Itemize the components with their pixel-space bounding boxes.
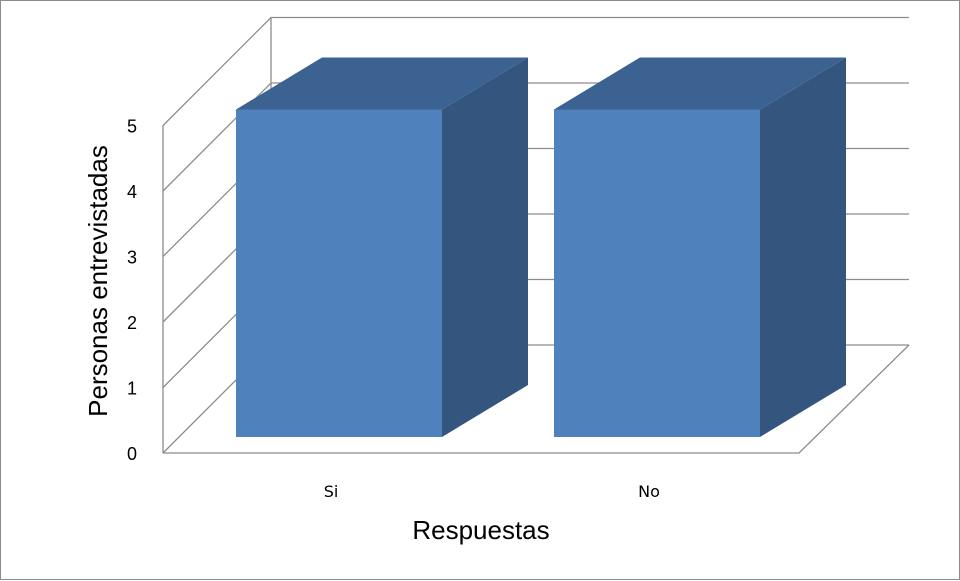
y-tick-label: 1 — [127, 379, 137, 399]
category-layer: Si No — [324, 482, 660, 501]
y-tick-label: 0 — [127, 444, 137, 464]
grid-layer — [162, 16, 910, 454]
floor-edge — [163, 344, 910, 454]
bar-top — [236, 57, 528, 110]
bar-front — [554, 109, 760, 437]
y-tick-label: 2 — [127, 313, 137, 333]
x-tick-label: Si — [324, 482, 339, 501]
tick-layer: 0 1 2 3 4 5 — [127, 117, 137, 465]
bar-top — [554, 57, 846, 110]
bar — [236, 57, 528, 437]
bar-front — [236, 109, 442, 437]
y-tick-label: 3 — [127, 248, 137, 268]
y-axis-title: Personas entrevistadas — [83, 145, 113, 417]
y-tick-label: 5 — [127, 117, 137, 137]
x-tick-label: No — [638, 482, 660, 501]
bar-layer — [236, 57, 846, 437]
x-axis-title: Respuestas — [412, 515, 549, 545]
bar-side — [760, 57, 846, 437]
y-tick-label: 4 — [127, 182, 137, 202]
bar-side — [442, 57, 528, 437]
bar — [554, 57, 846, 437]
